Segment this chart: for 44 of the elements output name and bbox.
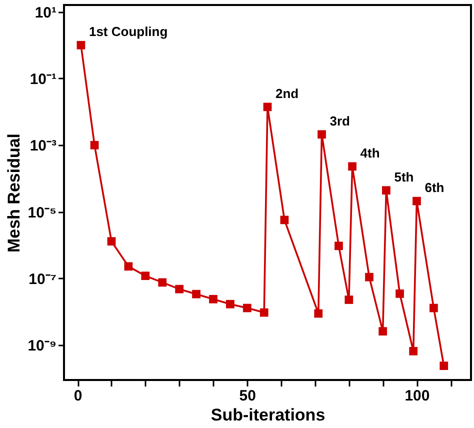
point [318,130,326,139]
point [158,278,167,287]
point [280,216,289,224]
point [226,300,234,308]
annotation: 3rd [330,113,350,128]
point [141,272,150,280]
point [334,242,343,250]
point [365,272,374,282]
x-tick-label: 100 [404,388,430,404]
y-axis-title: Mesh Residual [4,133,24,253]
annotation: 6th [424,180,444,196]
y-tick-label: 10⁻⁷ [28,270,56,288]
point [242,304,252,312]
point [107,237,116,246]
point [382,186,390,195]
x-tick-label: 50 [239,388,256,404]
point [124,262,133,271]
y-tick-label: 10⁻⁹ [28,338,56,355]
y-tick-label: 10¹ [34,4,56,22]
annotation: 5th [394,169,414,184]
point [76,40,86,50]
point [209,294,218,304]
y-tick-label: 10⁻⁵ [28,204,56,222]
x-axis-title: Sub-iterations [210,406,326,424]
point [90,140,99,150]
point [175,284,184,294]
annotation: 2nd [276,86,299,101]
point [396,289,404,298]
x-tick-label: 0 [74,388,82,404]
point [430,304,438,312]
point [263,102,272,112]
point [409,346,418,356]
point [378,327,387,336]
point [260,308,268,317]
y-tick-label: 10⁻¹ [30,70,56,88]
point [192,290,200,298]
point [348,162,356,171]
annotation: 4th [360,145,380,160]
y-tick-label: 10⁻³ [30,138,56,155]
point [314,309,323,318]
point [440,362,448,370]
annotation: 1st Coupling [88,24,168,40]
point [412,196,421,206]
point [344,296,354,304]
